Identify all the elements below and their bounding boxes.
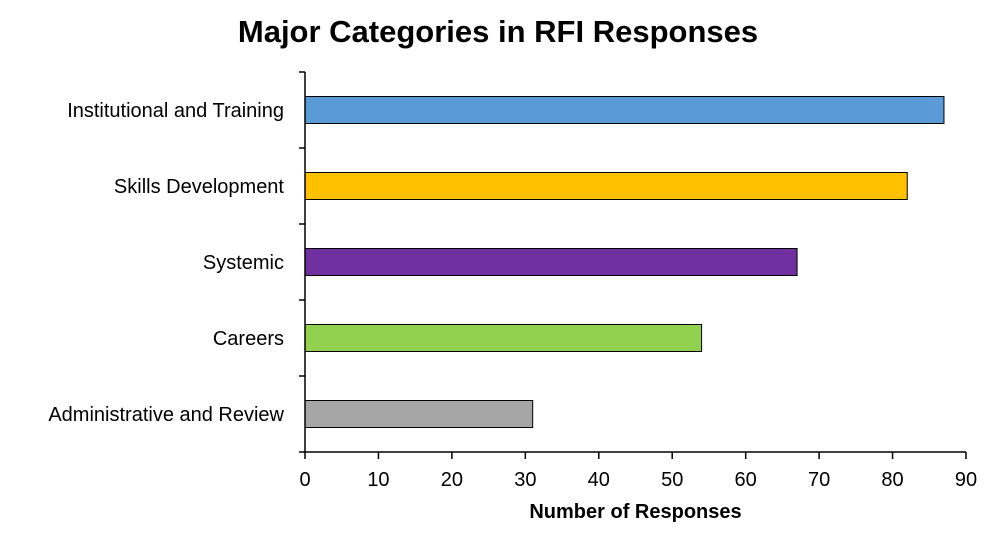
bar-institutional-and-training bbox=[304, 96, 945, 124]
chart-title: Major Categories in RFI Responses bbox=[237, 14, 759, 49]
category-labels: Institutional and Training Skills Develop… bbox=[48, 100, 284, 426]
category-label-administrative-and-review: Administrative and Review bbox=[48, 404, 284, 426]
axes-group: 0 10 20 30 40 50 60 70 80 90 bbox=[299, 71, 977, 491]
x-tick-label-0: 0 bbox=[299, 469, 310, 491]
category-label-skills-development: Skills Development bbox=[114, 176, 285, 198]
x-tick-label-60: 60 bbox=[735, 469, 757, 491]
x-tick-label-20: 20 bbox=[441, 469, 463, 491]
bar-administrative-and-review bbox=[304, 400, 534, 428]
bar-skills-development bbox=[304, 172, 908, 200]
bar-careers bbox=[304, 324, 703, 352]
category-label-institutional-and-training: Institutional and Training bbox=[67, 100, 284, 122]
x-axis-title: Number of Responses bbox=[529, 501, 741, 523]
x-tick-label-40: 40 bbox=[588, 469, 610, 491]
x-tick-label-10: 10 bbox=[367, 469, 389, 491]
category-label-careers: Careers bbox=[213, 328, 284, 350]
bars-group bbox=[304, 96, 945, 428]
x-tick-label-80: 80 bbox=[881, 469, 903, 491]
x-tick-label-70: 70 bbox=[808, 469, 830, 491]
x-tick-label-30: 30 bbox=[514, 469, 536, 491]
x-tick-label-90: 90 bbox=[955, 469, 977, 491]
category-label-systemic: Systemic bbox=[203, 252, 284, 274]
bar-systemic bbox=[304, 248, 798, 276]
x-tick-label-50: 50 bbox=[661, 469, 683, 491]
